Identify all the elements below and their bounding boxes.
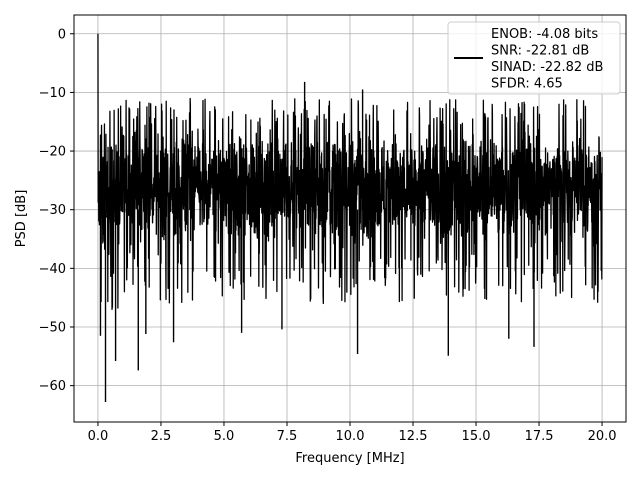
x-tick-label: 20.0 bbox=[588, 429, 617, 444]
legend: ENOB: -4.08 bits SNR: -22.81 dB SINAD: -… bbox=[447, 21, 621, 95]
x-tick-label: 7.5 bbox=[277, 429, 298, 444]
psd-series-line bbox=[97, 33, 603, 311]
x-tick-label: 17.5 bbox=[525, 429, 554, 444]
y-tick-label: −60 bbox=[39, 379, 66, 394]
y-tick-label: −40 bbox=[39, 262, 66, 277]
legend-sinad: SINAD: -22.82 dB bbox=[491, 60, 603, 75]
axis-ticks: 0.0 2.5 5.0 7.5 10.0 12.5 15.0 17.5 20.0 0 −10 −20 −… bbox=[39, 27, 617, 444]
x-tick-label: 2.5 bbox=[151, 429, 172, 444]
x-tick-label: 12.5 bbox=[399, 429, 428, 444]
psd-trace bbox=[97, 33, 603, 403]
x-tick-label: 10.0 bbox=[336, 429, 365, 444]
y-tick-label: 0 bbox=[58, 27, 66, 42]
y-tick-label: −10 bbox=[39, 86, 66, 101]
x-axis-label: Frequency [MHz] bbox=[295, 451, 404, 466]
legend-snr: SNR: -22.81 dB bbox=[491, 44, 589, 59]
x-tick-label: 0.0 bbox=[88, 429, 109, 444]
x-tick-label: 5.0 bbox=[214, 429, 235, 444]
y-axis-label: PSD [dB] bbox=[14, 190, 29, 248]
x-tick-label: 15.0 bbox=[462, 429, 491, 444]
legend-sfdr: SFDR: 4.65 bbox=[491, 77, 563, 92]
legend-box bbox=[447, 21, 621, 95]
y-tick-label: −20 bbox=[39, 145, 66, 160]
y-tick-label: −30 bbox=[39, 203, 66, 218]
legend-enob: ENOB: -4.08 bits bbox=[491, 27, 598, 42]
y-tick-label: −50 bbox=[39, 320, 66, 335]
